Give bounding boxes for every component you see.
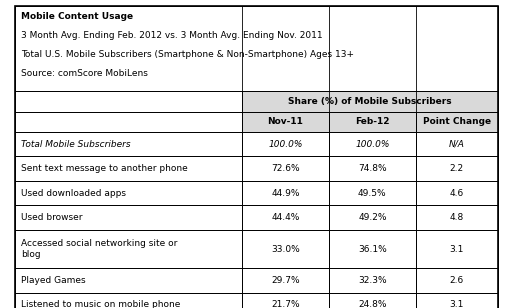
Text: 49.2%: 49.2% <box>358 213 387 222</box>
Text: 24.8%: 24.8% <box>358 300 387 308</box>
Text: Total U.S. Mobile Subscribers (Smartphone & Non-Smartphone) Ages 13+: Total U.S. Mobile Subscribers (Smartphon… <box>21 50 355 59</box>
Bar <box>416 156 498 181</box>
Bar <box>416 132 498 156</box>
Text: 4.8: 4.8 <box>450 213 464 222</box>
Text: Source: comScore MobiLens: Source: comScore MobiLens <box>21 69 148 78</box>
Bar <box>329 132 416 156</box>
Bar <box>329 156 416 181</box>
Bar <box>242 132 329 156</box>
Bar <box>416 205 498 230</box>
Bar <box>416 268 498 293</box>
Bar <box>416 230 498 268</box>
Bar <box>242 111 329 132</box>
Text: 33.0%: 33.0% <box>271 245 300 253</box>
Bar <box>15 230 242 268</box>
Bar <box>242 293 329 308</box>
Text: Used browser: Used browser <box>21 213 83 222</box>
Bar <box>242 91 498 111</box>
Text: Used downloaded apps: Used downloaded apps <box>21 189 126 198</box>
Bar <box>416 111 498 132</box>
Text: 21.7%: 21.7% <box>271 300 300 308</box>
Text: 36.1%: 36.1% <box>358 245 387 253</box>
Bar <box>15 111 242 132</box>
Text: 100.0%: 100.0% <box>355 140 390 149</box>
Text: 49.5%: 49.5% <box>358 189 387 198</box>
Text: Share (%) of Mobile Subscribers: Share (%) of Mobile Subscribers <box>288 97 452 106</box>
Text: 74.8%: 74.8% <box>358 164 387 173</box>
Text: 3.1: 3.1 <box>450 300 464 308</box>
Bar <box>15 293 242 308</box>
Text: Nov-11: Nov-11 <box>268 117 303 126</box>
Bar <box>242 268 329 293</box>
Text: N/A: N/A <box>449 140 465 149</box>
Bar <box>242 230 329 268</box>
Text: Point Change: Point Change <box>423 117 491 126</box>
Text: 29.7%: 29.7% <box>271 276 300 285</box>
Text: Played Games: Played Games <box>21 276 86 285</box>
Bar <box>416 181 498 205</box>
Bar <box>15 132 242 156</box>
Text: 2.6: 2.6 <box>450 276 464 285</box>
Bar <box>15 268 242 293</box>
Text: 100.0%: 100.0% <box>268 140 303 149</box>
Bar <box>329 111 416 132</box>
Text: 44.4%: 44.4% <box>271 213 300 222</box>
Text: 3 Month Avg. Ending Feb. 2012 vs. 3 Month Avg. Ending Nov. 2011: 3 Month Avg. Ending Feb. 2012 vs. 3 Mont… <box>21 31 323 40</box>
Text: 4.6: 4.6 <box>450 189 464 198</box>
Bar <box>242 156 329 181</box>
Text: Mobile Content Usage: Mobile Content Usage <box>21 12 134 21</box>
Bar <box>329 268 416 293</box>
Bar <box>15 156 242 181</box>
Text: 2.2: 2.2 <box>450 164 464 173</box>
Bar <box>416 293 498 308</box>
Text: Feb-12: Feb-12 <box>355 117 390 126</box>
Text: Listened to music on mobile phone: Listened to music on mobile phone <box>21 300 181 308</box>
Text: 3.1: 3.1 <box>450 245 464 253</box>
Text: 72.6%: 72.6% <box>271 164 300 173</box>
Bar <box>15 6 498 91</box>
Bar <box>329 181 416 205</box>
Bar <box>329 293 416 308</box>
Bar <box>329 205 416 230</box>
Text: Accessed social networking site or
blog: Accessed social networking site or blog <box>21 239 178 259</box>
Bar <box>242 181 329 205</box>
Bar <box>15 205 242 230</box>
Bar <box>15 181 242 205</box>
Bar <box>329 230 416 268</box>
Text: Sent text message to another phone: Sent text message to another phone <box>21 164 188 173</box>
Bar <box>15 91 242 111</box>
Text: 32.3%: 32.3% <box>358 276 387 285</box>
Text: 44.9%: 44.9% <box>271 189 300 198</box>
Text: Total Mobile Subscribers: Total Mobile Subscribers <box>21 140 131 149</box>
Bar <box>242 205 329 230</box>
